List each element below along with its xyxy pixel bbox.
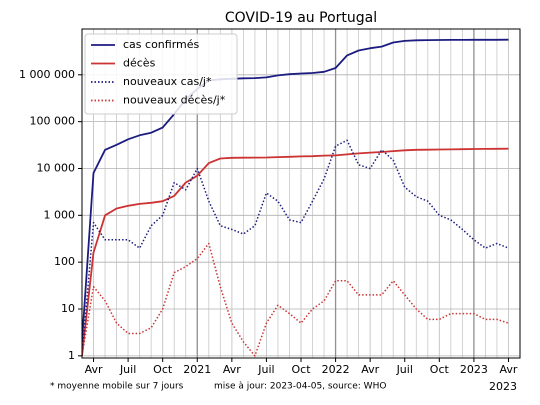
x-tick-label: 2021 — [183, 363, 211, 376]
ticks: 1 10 100 1 000 10 000 100 000 1 000 000 Avr Juil… — [19, 68, 518, 376]
footnote: * moyenne mobile sur 7 jours — [50, 382, 184, 392]
y-tick-label: 1 000 000 — [19, 68, 75, 81]
legend-label: nouveaux décès/j* — [123, 94, 226, 107]
y-tick-label: 1 — [68, 349, 75, 362]
x-tick-label: Oct — [291, 363, 311, 376]
x-offset-label: 2023 — [489, 380, 517, 393]
series-line — [82, 38, 509, 342]
plot-lines — [82, 38, 509, 357]
y-tick-label: 100 000 — [30, 115, 76, 128]
legend-label: décès — [123, 57, 156, 70]
legend: cas confirmés décès nouveaux cas/j* nouveau… — [84, 33, 238, 115]
x-tick-label: Juil — [257, 363, 274, 376]
x-tick-label: 2022 — [322, 363, 350, 376]
x-tick-label: Juil — [396, 363, 413, 376]
series-line — [82, 242, 509, 357]
chart-title: COVID-19 au Portugal — [225, 10, 377, 26]
y-tick-label: 10 — [61, 302, 75, 315]
x-tick-label: Avr — [223, 363, 241, 376]
x-tick-label: Avr — [361, 363, 379, 376]
x-tick-label: 2023 — [460, 363, 488, 376]
legend-label: nouveaux cas/j* — [123, 75, 212, 88]
series-line — [82, 147, 509, 356]
y-tick-label: 10 000 — [37, 161, 76, 174]
x-tick-label: Juil — [119, 363, 136, 376]
y-tick-label: 1 000 — [44, 208, 76, 221]
x-tick-label: Oct — [153, 363, 173, 376]
update-note: mise à jour: 2023-04-05, source: WHO — [214, 382, 386, 392]
legend-label: cas confirmés — [123, 38, 200, 51]
legend-frame — [84, 33, 238, 115]
y-tick-label: 100 — [54, 255, 75, 268]
x-tick-label: Oct — [430, 363, 450, 376]
x-tick-label: Avr — [85, 363, 103, 376]
x-tick-label: Avr — [500, 363, 518, 376]
